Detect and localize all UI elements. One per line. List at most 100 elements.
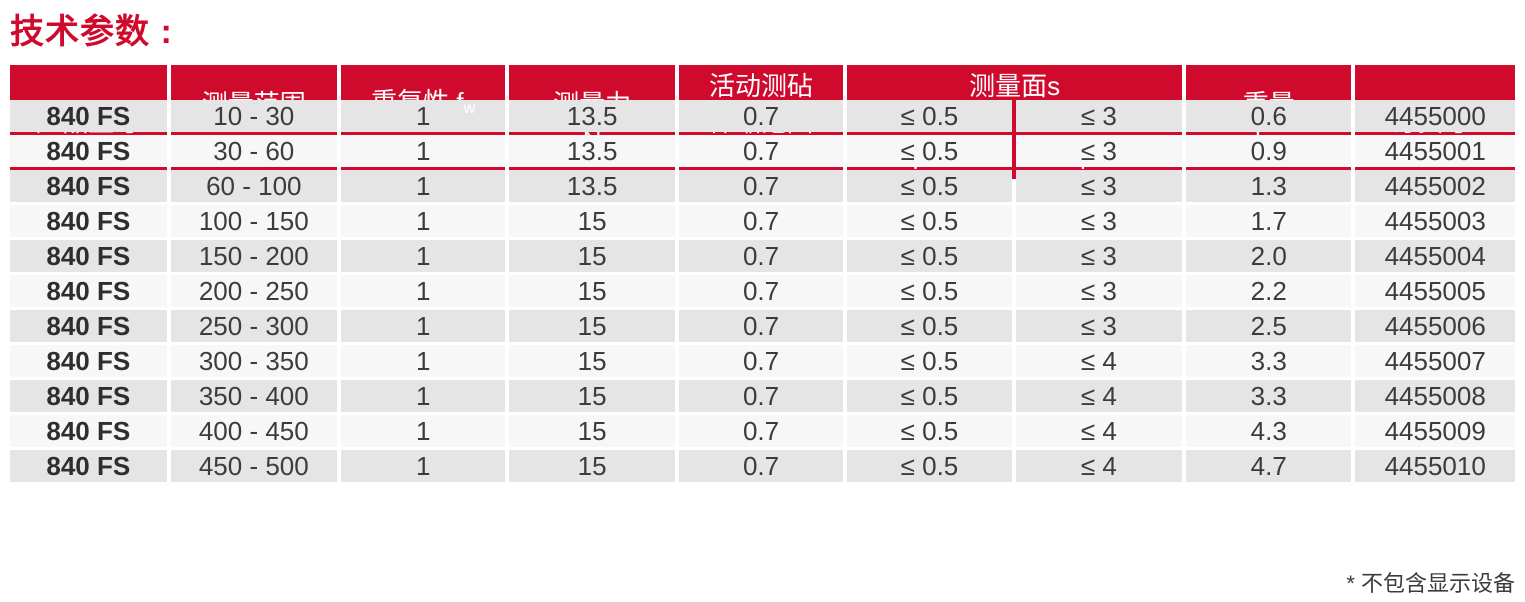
model-cell: 840 FS bbox=[10, 170, 167, 202]
data-cell: ≤ 0.5 bbox=[847, 415, 1012, 447]
data-cell: 4455001 bbox=[1355, 135, 1515, 167]
data-cell: ≤ 3 bbox=[1015, 100, 1183, 132]
data-cell: 1 bbox=[340, 275, 506, 307]
data-cell: 15 bbox=[509, 345, 675, 377]
data-cell: 4455007 bbox=[1355, 345, 1515, 377]
data-cell: ≤ 0.5 bbox=[847, 345, 1012, 377]
data-cell: 4455009 bbox=[1355, 415, 1515, 447]
header-label: 活动测砧 bbox=[709, 71, 814, 101]
data-cell: 300 - 350 bbox=[170, 345, 337, 377]
data-cell: 0.7 bbox=[678, 170, 844, 202]
page-title: 技术参数 : bbox=[10, 13, 173, 51]
data-cell: 0.7 bbox=[678, 135, 844, 167]
data-cell: 15 bbox=[509, 310, 675, 342]
data-cell: 30 - 60 bbox=[170, 135, 337, 167]
data-cell: ≤ 0.5 bbox=[847, 450, 1012, 482]
data-cell: 1 bbox=[340, 450, 506, 482]
data-cell: 0.6 bbox=[1186, 100, 1352, 132]
data-cell: 0.7 bbox=[678, 310, 844, 342]
data-cell: 4455005 bbox=[1355, 275, 1515, 307]
model-cell: 840 FS bbox=[10, 310, 167, 342]
data-cell: 4.7 bbox=[1186, 450, 1352, 482]
data-cell: 4455003 bbox=[1355, 205, 1515, 237]
data-cell: 0.7 bbox=[678, 345, 844, 377]
data-cell: 10 - 30 bbox=[170, 100, 337, 132]
data-cell: 0.9 bbox=[1186, 135, 1352, 167]
data-cell: ≤ 0.5 bbox=[847, 205, 1012, 237]
data-cell: 0.7 bbox=[678, 240, 844, 272]
data-cell: 4455000 bbox=[1355, 100, 1515, 132]
data-cell: ≤ 0.5 bbox=[847, 380, 1012, 412]
data-cell: 4455002 bbox=[1355, 170, 1515, 202]
data-cell: 1.3 bbox=[1186, 170, 1352, 202]
data-cell: ≤ 3 bbox=[1015, 310, 1183, 342]
data-cell: ≤ 0.5 bbox=[847, 310, 1012, 342]
data-cell: 4455010 bbox=[1355, 450, 1515, 482]
data-cell: 1 bbox=[340, 310, 506, 342]
data-cell: 4455006 bbox=[1355, 310, 1515, 342]
model-cell: 840 FS bbox=[10, 450, 167, 482]
data-cell: 13.5 bbox=[509, 135, 675, 167]
model-cell: 840 FS bbox=[10, 345, 167, 377]
subscript-w: w bbox=[463, 99, 476, 117]
model-cell: 840 FS bbox=[10, 135, 167, 167]
model-cell: 840 FS bbox=[10, 240, 167, 272]
data-cell: 60 - 100 bbox=[170, 170, 337, 202]
data-cell: 450 - 500 bbox=[170, 450, 337, 482]
data-cell: 15 bbox=[509, 240, 675, 272]
data-cell: 3.3 bbox=[1186, 345, 1352, 377]
data-cell: ≤ 3 bbox=[1015, 170, 1183, 202]
data-cell: 0.7 bbox=[678, 205, 844, 237]
data-cell: ≤ 4 bbox=[1015, 380, 1183, 412]
data-cell: 3.3 bbox=[1186, 380, 1352, 412]
data-cell: 4455004 bbox=[1355, 240, 1515, 272]
data-cell: ≤ 0.5 bbox=[847, 275, 1012, 307]
model-cell: 840 FS bbox=[10, 100, 167, 132]
data-cell: 1 bbox=[340, 415, 506, 447]
data-cell: 1 bbox=[340, 240, 506, 272]
model-cell: 840 FS bbox=[10, 380, 167, 412]
data-cell: 15 bbox=[509, 380, 675, 412]
data-cell: 1.7 bbox=[1186, 205, 1352, 237]
model-cell: 840 FS bbox=[10, 205, 167, 237]
data-cell: ≤ 0.5 bbox=[847, 170, 1012, 202]
data-cell: ≤ 3 bbox=[1015, 205, 1183, 237]
data-cell: ≤ 3 bbox=[1015, 135, 1183, 167]
group-title: 测量面s bbox=[969, 71, 1061, 101]
data-cell: 13.5 bbox=[509, 170, 675, 202]
data-cell: ≤ 3 bbox=[1015, 240, 1183, 272]
data-cell: 0.7 bbox=[678, 380, 844, 412]
data-cell: 0.7 bbox=[678, 275, 844, 307]
data-cell: ≤ 0.5 bbox=[847, 135, 1012, 167]
data-cell: 0.7 bbox=[678, 450, 844, 482]
data-cell: 200 - 250 bbox=[170, 275, 337, 307]
data-cell: 350 - 400 bbox=[170, 380, 337, 412]
data-cell: 15 bbox=[509, 205, 675, 237]
data-cell: 15 bbox=[509, 450, 675, 482]
data-cell: 150 - 200 bbox=[170, 240, 337, 272]
data-cell: 1 bbox=[340, 170, 506, 202]
data-cell: ≤ 4 bbox=[1015, 450, 1183, 482]
data-cell: 250 - 300 bbox=[170, 310, 337, 342]
data-cell: ≤ 3 bbox=[1015, 275, 1183, 307]
data-cell: 13.5 bbox=[509, 100, 675, 132]
model-cell: 840 FS bbox=[10, 275, 167, 307]
data-cell: 0.7 bbox=[678, 100, 844, 132]
model-cell: 840 FS bbox=[10, 415, 167, 447]
data-cell: 400 - 450 bbox=[170, 415, 337, 447]
specs-table: 产品型号 测量范围 mm 重复性 fw μm 测量力 N 活动测砧 伸缩范围 m… bbox=[10, 65, 1515, 482]
footnote: * 不包含显示设备 bbox=[1346, 571, 1515, 596]
data-cell: 2.5 bbox=[1186, 310, 1352, 342]
data-cell: 100 - 150 bbox=[170, 205, 337, 237]
data-cell: 1 bbox=[340, 100, 506, 132]
data-cell: 4.3 bbox=[1186, 415, 1352, 447]
data-cell: 15 bbox=[509, 415, 675, 447]
data-cell: 1 bbox=[340, 345, 506, 377]
data-cell: ≤ 0.5 bbox=[847, 100, 1012, 132]
data-cell: 2.0 bbox=[1186, 240, 1352, 272]
data-cell: ≤ 4 bbox=[1015, 345, 1183, 377]
data-cell: 0.7 bbox=[678, 415, 844, 447]
data-cell: 1 bbox=[340, 380, 506, 412]
data-cell: 15 bbox=[509, 275, 675, 307]
data-cell: 2.2 bbox=[1186, 275, 1352, 307]
